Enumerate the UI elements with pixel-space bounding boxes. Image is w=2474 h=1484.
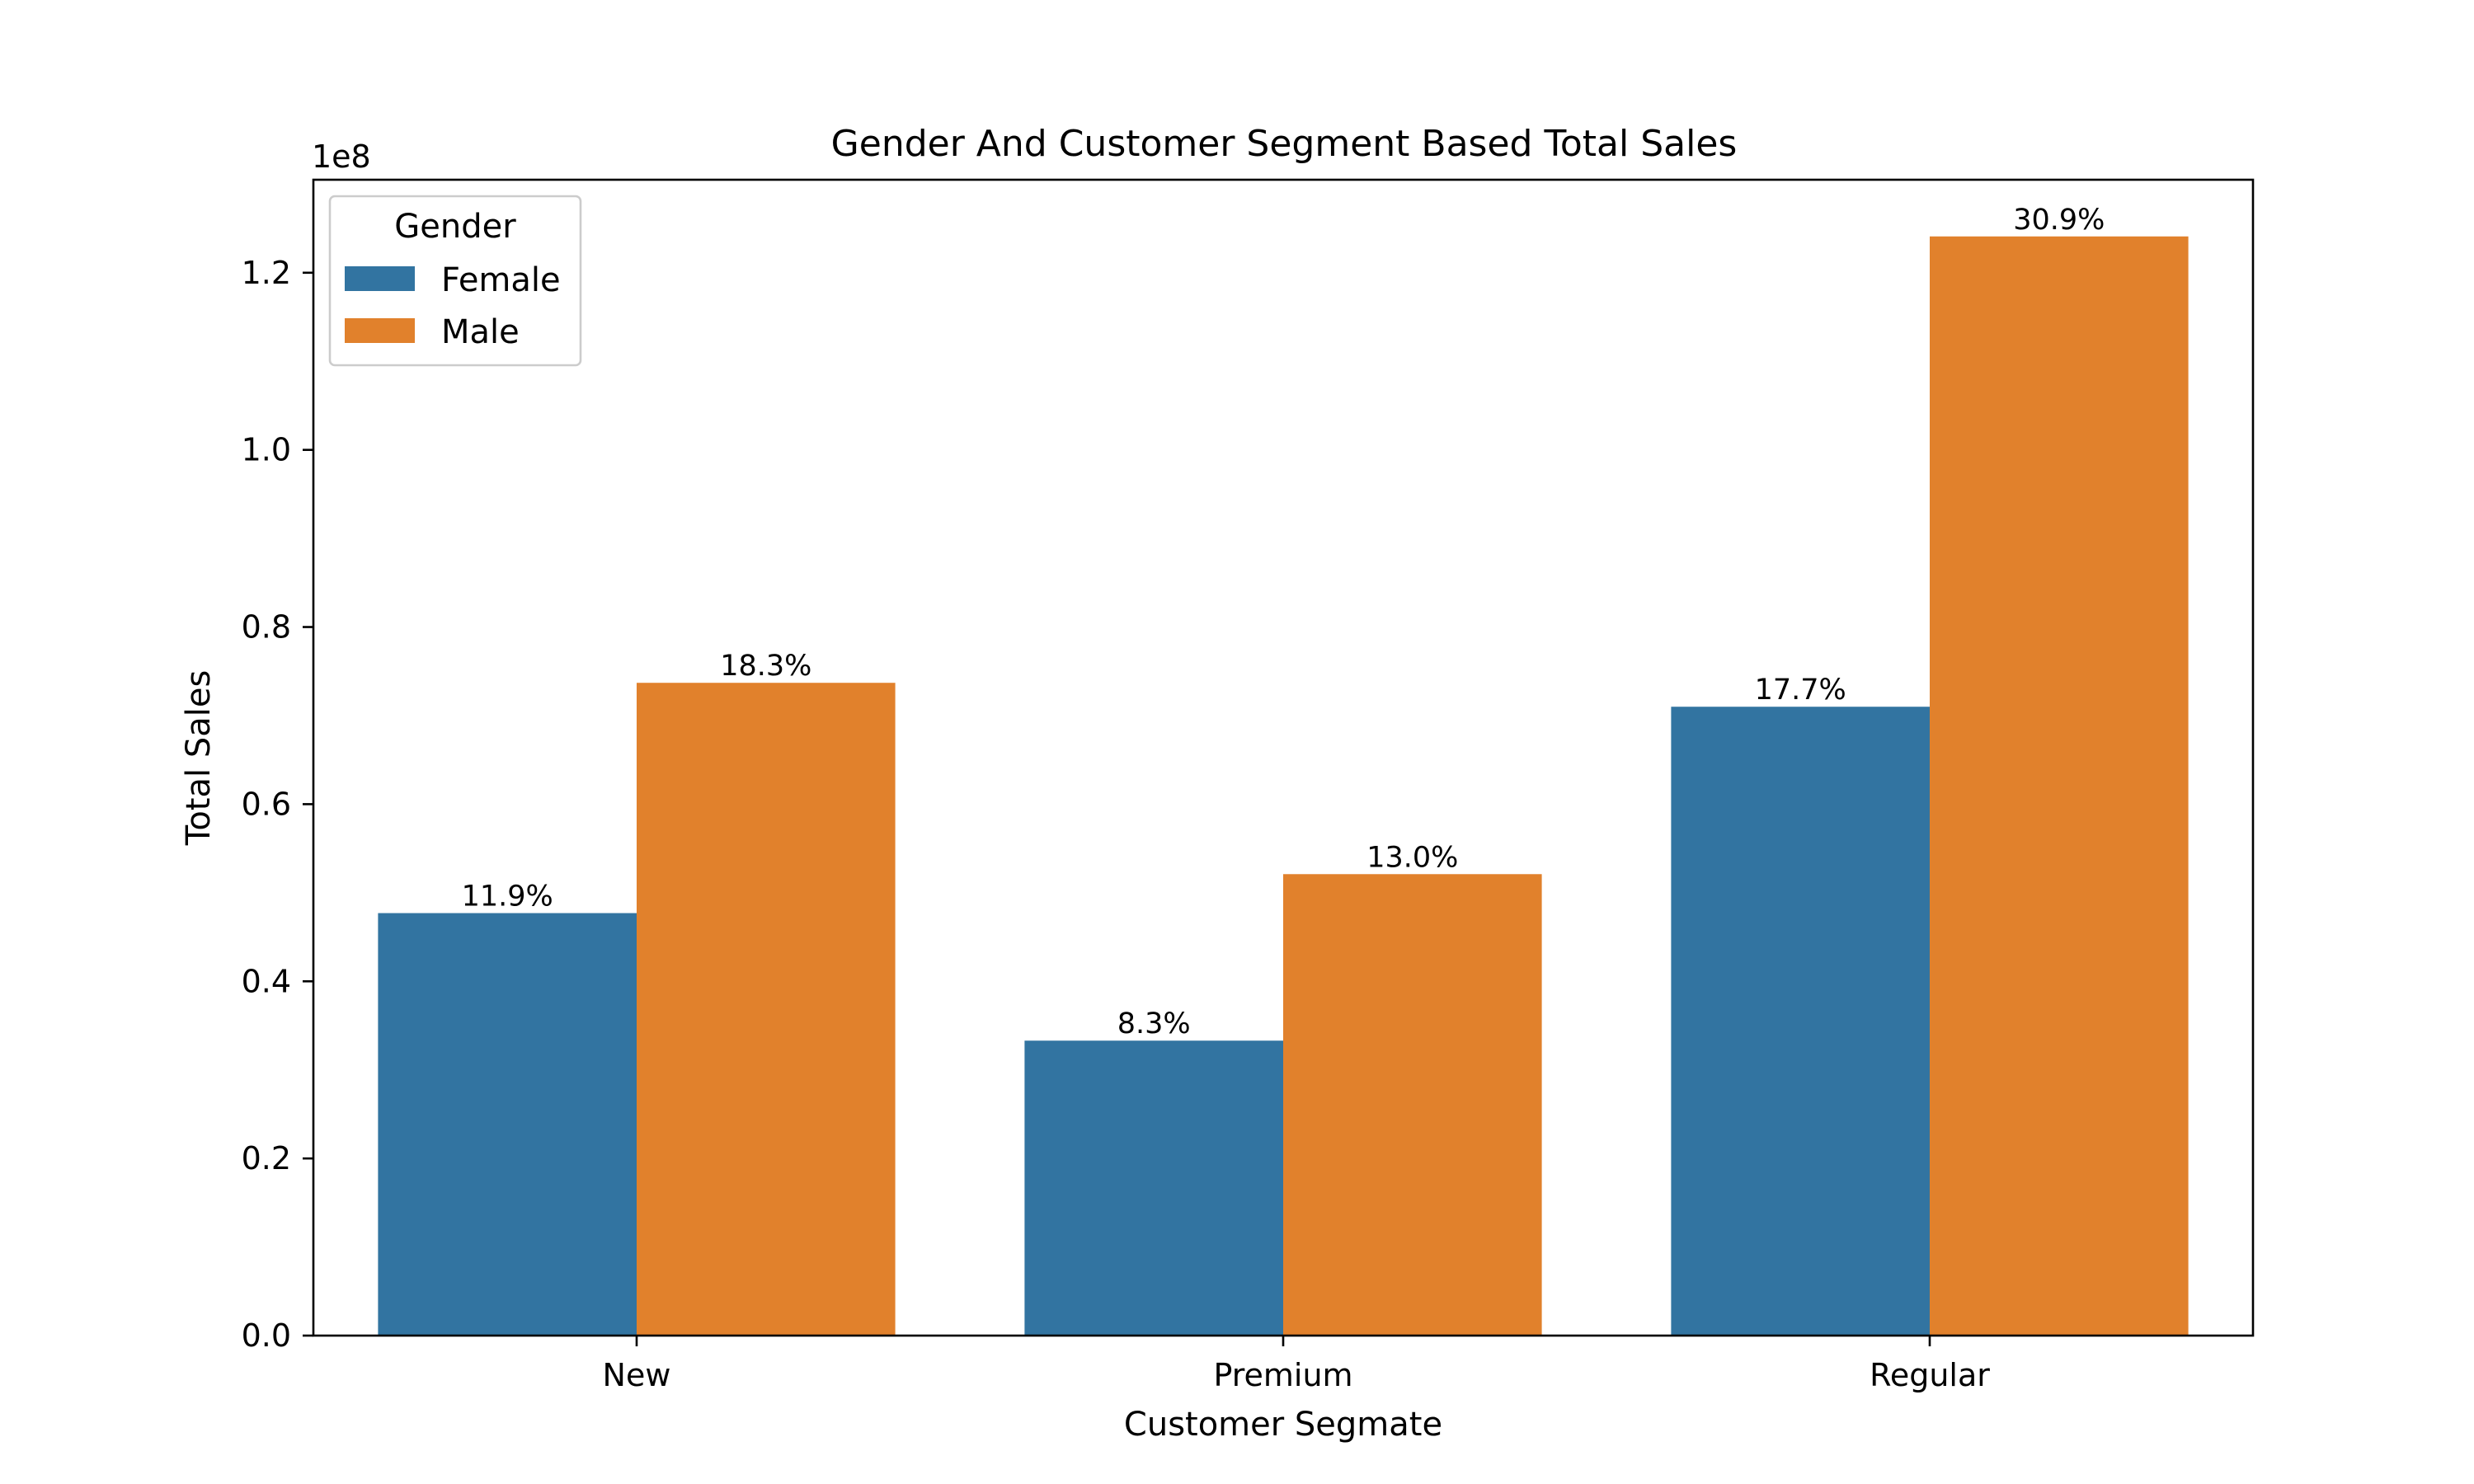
data-label-female-new: 11.9% <box>462 881 553 913</box>
legend-swatch-female <box>345 266 415 291</box>
legend: Gender Female Male <box>328 195 582 367</box>
legend-swatch-male <box>345 318 415 343</box>
y-tick-label: 0.4 <box>242 963 291 999</box>
legend-label-male: Male <box>441 313 520 351</box>
legend-label-female: Female <box>441 261 561 299</box>
y-tick-label: 0.2 <box>242 1140 291 1176</box>
plot-frame <box>312 178 2255 1337</box>
bar-male-premium <box>1283 874 1542 1336</box>
bar-labels-layer: 11.9% 8.3% 17.7% 18.3% 13.0% 30.9% <box>462 204 2105 1040</box>
y-tick-label: 1.2 <box>242 255 291 291</box>
bar-female-premium <box>1024 1040 1283 1336</box>
data-label-male-regular: 30.9% <box>2013 204 2105 237</box>
bar-male-new <box>637 683 896 1336</box>
legend-title: Gender <box>394 208 516 246</box>
data-label-female-regular: 17.7% <box>1755 674 1846 707</box>
y-tick-label: 0.6 <box>242 786 291 822</box>
data-label-male-premium: 13.0% <box>1366 841 1458 874</box>
y-axis-title: Total Sales <box>180 670 218 847</box>
bar-male-regular <box>1930 236 2189 1336</box>
y-tick-label: 1.0 <box>242 432 291 468</box>
bars-layer <box>378 236 2189 1336</box>
y-offset-label: 1e8 <box>312 139 371 175</box>
x-tick-label-regular: Regular <box>1870 1357 1990 1393</box>
chart-title: Gender And Customer Segment Based Total … <box>831 123 1738 165</box>
data-label-female-premium: 8.3% <box>1117 1007 1191 1040</box>
bar-female-new <box>378 913 637 1336</box>
y-axis: 0.0 0.2 0.4 0.6 0.8 1.0 1.2 <box>242 255 313 1354</box>
bar-female-regular <box>1671 707 1930 1336</box>
y-tick-label: 0.8 <box>242 609 291 646</box>
x-tick-label-new: New <box>603 1357 671 1393</box>
x-axis: New Premium Regular <box>603 1336 1990 1393</box>
y-tick-label: 0.0 <box>242 1317 291 1354</box>
data-label-male-new: 18.3% <box>720 650 811 683</box>
x-tick-label-premium: Premium <box>1213 1357 1352 1393</box>
x-axis-title: Customer Segmate <box>1124 1406 1442 1444</box>
